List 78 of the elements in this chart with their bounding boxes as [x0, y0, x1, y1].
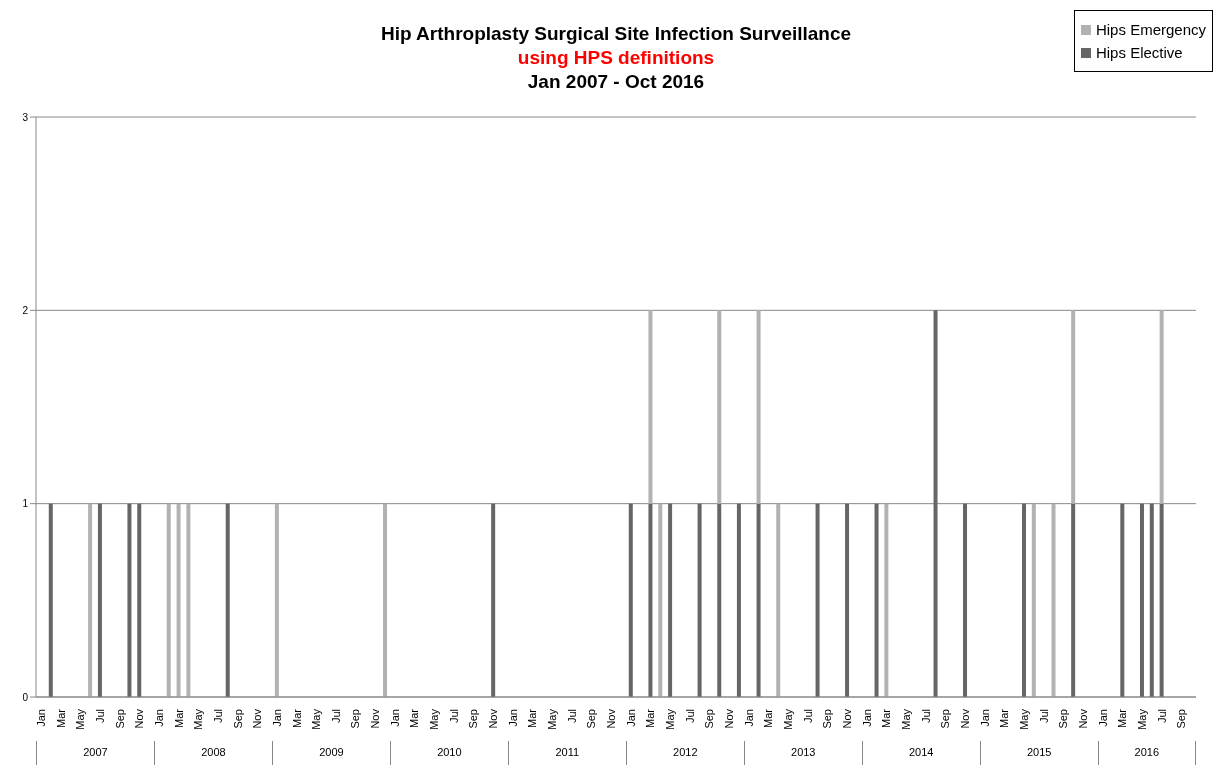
- x-tick-label: Nov: [251, 708, 264, 729]
- y-tick-label: 2: [22, 304, 29, 316]
- x-tick-label: Jan: [270, 709, 283, 727]
- legend-label: Hips Elective: [1095, 44, 1183, 61]
- x-tick-label: May: [192, 708, 205, 730]
- x-tick-label: Jan: [1096, 709, 1109, 727]
- x-tick-label: Jul: [329, 709, 342, 724]
- x-tick-label: Jul: [565, 709, 578, 724]
- x-tick-label: Nov: [958, 708, 971, 729]
- x-tick-label: May: [1017, 708, 1030, 730]
- y-tick-label: 3: [22, 111, 29, 123]
- x-tick-label: Jan: [624, 709, 637, 727]
- x-tick-label: May: [546, 708, 559, 730]
- x-tick-label: Mar: [1116, 708, 1129, 728]
- x-tick-label: Mar: [644, 708, 657, 728]
- x-tick-label: Jan: [388, 709, 401, 727]
- x-tick-label: Nov: [487, 708, 500, 729]
- x-tick-label: Sep: [703, 709, 716, 729]
- x-tick-label: Sep: [821, 709, 834, 729]
- text: 2012: [625, 741, 744, 765]
- x-tick-label: Sep: [349, 709, 362, 729]
- y-tick-label: 1: [22, 498, 29, 510]
- x-tick-label: Sep: [467, 709, 480, 729]
- text: 2010: [389, 741, 508, 765]
- x-tick-label: Jul: [211, 709, 224, 724]
- x-tick-label: Jan: [860, 709, 873, 727]
- text: Jan 2007 - Oct 2016: [526, 70, 706, 94]
- x-tick-label: Nov: [369, 708, 382, 729]
- x-tick-label: Mar: [998, 708, 1011, 728]
- x-tick-label: Jan: [742, 709, 755, 727]
- x-tick-label: Jul: [919, 709, 932, 724]
- x-tick-label: Nov: [841, 708, 854, 729]
- x-tick-label: Mar: [880, 708, 893, 728]
- x-tick-label: May: [782, 708, 795, 730]
- x-tick-label: Nov: [605, 708, 618, 729]
- x-tick-label: Sep: [113, 709, 126, 729]
- x-tick-label: Jul: [801, 709, 814, 724]
- x-tick-label: Nov: [1076, 708, 1089, 729]
- chart-subtitle: using HPS definitions: [517, 47, 715, 68]
- x-tick-label: Jul: [1155, 709, 1168, 724]
- x-tick-label: Jul: [447, 709, 460, 724]
- x-tick-label: May: [900, 708, 912, 730]
- x-tick-label: Sep: [1175, 709, 1188, 729]
- x-tick-label: Mar: [172, 708, 185, 728]
- x-tick-label: Mar: [408, 708, 421, 728]
- text: 2016: [1097, 741, 1196, 765]
- x-tick-label: Jul: [683, 709, 696, 724]
- x-tick-label: Mar: [290, 708, 303, 728]
- text: 2015: [979, 741, 1098, 765]
- x-tick-label: Sep: [1057, 709, 1070, 729]
- x-tick-label: May: [310, 708, 323, 730]
- x-tick-label: Mar: [762, 708, 775, 728]
- x-tick-label: Sep: [939, 709, 952, 729]
- text: 2011: [507, 741, 626, 765]
- x-tick-label: Nov: [723, 708, 736, 729]
- x-tick-label: Jan: [978, 709, 991, 727]
- x-tick-label: Jan: [506, 709, 519, 727]
- x-tick-label: Jan: [152, 709, 165, 727]
- text: 2014: [861, 741, 980, 765]
- legend-label: Hips Emergency: [1095, 21, 1206, 38]
- x-tick-label: May: [428, 708, 441, 730]
- text: 2013: [743, 741, 862, 765]
- x-tick-label: May: [1135, 708, 1148, 730]
- x-tick-label: Nov: [133, 708, 146, 729]
- text: 2008: [153, 741, 272, 765]
- x-tick-label: Mar: [54, 708, 67, 728]
- x-tick-label: Jan: [34, 709, 47, 727]
- x-tick-label: May: [74, 708, 87, 730]
- chart-title: Hip Arthroplasty Surgical Site Infection Surveillance: [380, 23, 852, 44]
- x-tick-label: Sep: [585, 709, 598, 729]
- text: 2007: [36, 741, 154, 765]
- x-tick-label: Jul: [93, 709, 106, 724]
- y-tick-label: 0: [22, 691, 29, 703]
- text: 2009: [271, 741, 390, 765]
- x-tick-label: Jul: [1037, 709, 1050, 724]
- x-tick-label: Mar: [526, 708, 539, 728]
- x-tick-label: May: [664, 708, 677, 730]
- x-tick-label: Sep: [231, 709, 244, 729]
